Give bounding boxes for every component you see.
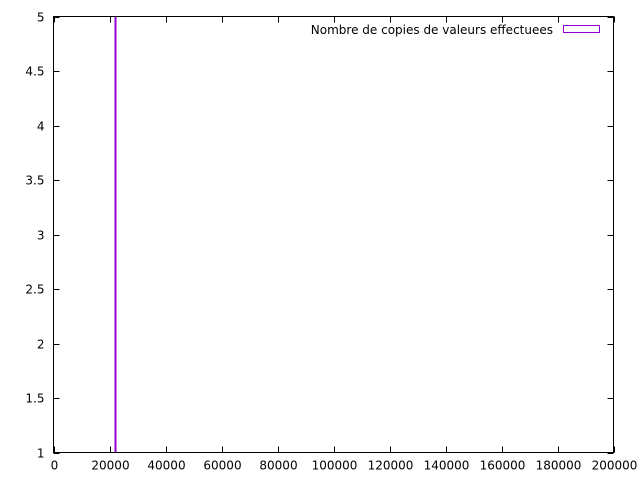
x-tick-label: 160000 <box>480 459 526 473</box>
x-tick-label: 0 <box>51 459 59 473</box>
y-tick-label: 1 <box>37 447 45 461</box>
x-tick-label: 80000 <box>259 459 297 473</box>
ticks-layer: 1 1.5 2 2.5 3 3.5 4 4.5 5 0 20000 40000 60000 80000 10… <box>25 11 637 473</box>
x-tick-label: 180000 <box>536 459 582 473</box>
y-tick-label: 3 <box>37 229 45 243</box>
legend-swatch <box>563 25 600 33</box>
y-tick-label: 2 <box>37 338 45 352</box>
x-tick-label: 200000 <box>592 459 638 473</box>
legend: Nombre de copies de valeurs effectuees <box>311 23 600 37</box>
plot-border <box>53 16 614 453</box>
x-tick-label: 100000 <box>312 459 358 473</box>
x-tick-label: 20000 <box>91 459 129 473</box>
x-tick-label: 60000 <box>203 459 241 473</box>
y-tick-label: 1.5 <box>25 392 44 406</box>
x-tick-label: 120000 <box>368 459 414 473</box>
y-tick-label: 2.5 <box>25 283 44 297</box>
legend-label: Nombre de copies de valeurs effectuees <box>311 23 553 37</box>
y-tick-label: 4 <box>37 120 45 134</box>
y-tick-label: 4.5 <box>25 65 44 79</box>
y-tick-label: 5 <box>37 11 45 25</box>
x-tick-label: 40000 <box>147 459 185 473</box>
x-tick-label: 140000 <box>424 459 470 473</box>
y-tick-label: 3.5 <box>25 174 44 188</box>
